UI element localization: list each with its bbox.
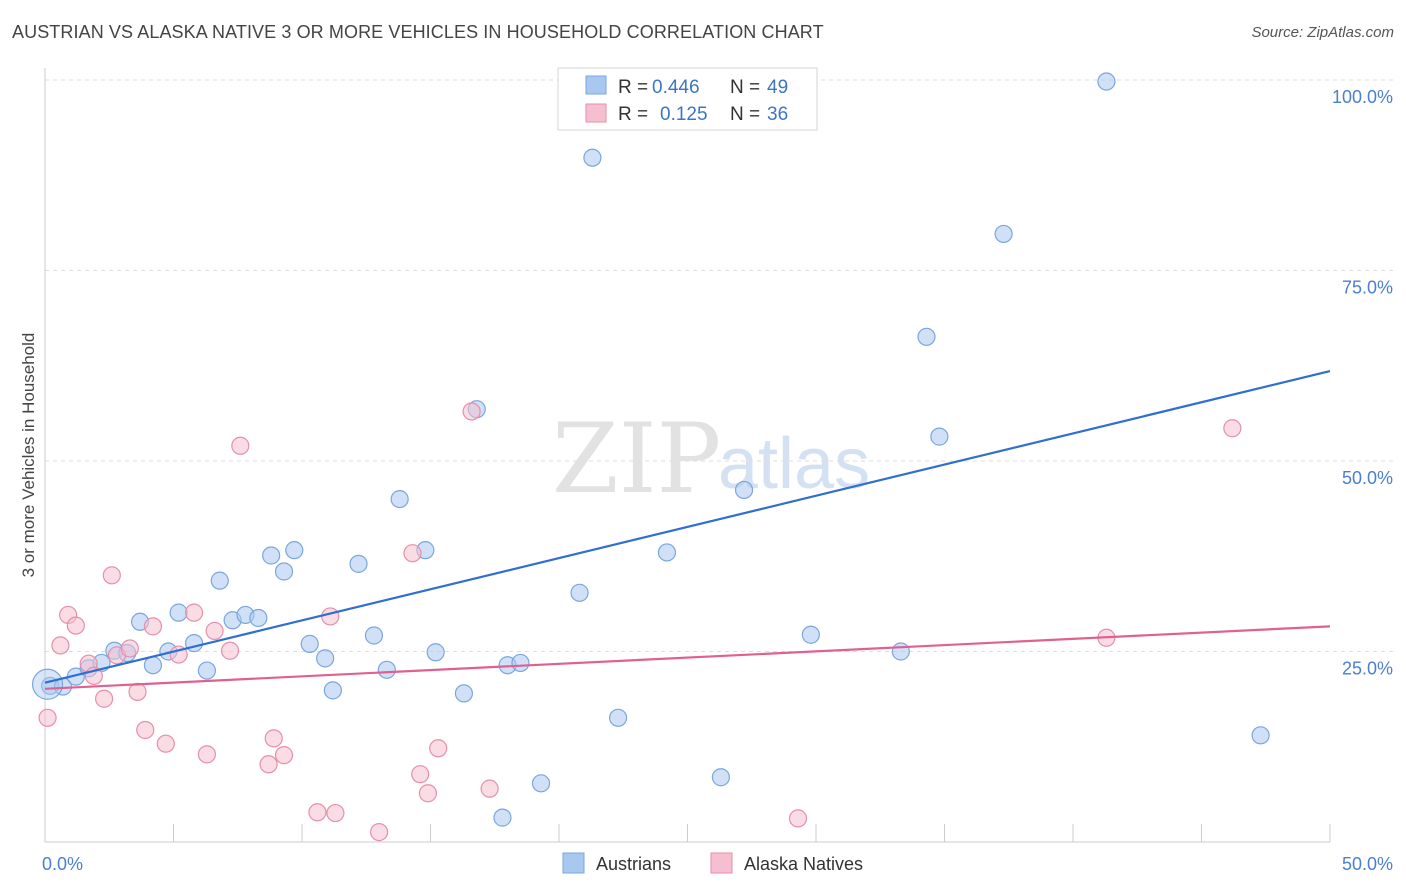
trend-line-alaska-natives	[44, 625, 1331, 690]
series-legend-label-alaska-natives[interactable]: Alaska Natives	[744, 854, 863, 874]
point-alaska-natives	[259, 755, 278, 774]
stats-legend: R = 0.446 N = 49 R = 0.125 N = 36	[557, 67, 818, 131]
point-austrians	[493, 808, 512, 827]
y-tick-label: 100.0%	[1332, 87, 1393, 107]
point-austrians	[801, 625, 820, 644]
point-austrians	[1097, 72, 1116, 91]
point-austrians	[657, 543, 677, 562]
point-austrians	[197, 661, 217, 680]
point-austrians	[734, 480, 754, 500]
point-alaska-natives	[1223, 419, 1242, 438]
legend-swatch-austrians	[585, 75, 607, 95]
point-alaska-natives	[66, 616, 85, 635]
point-alaska-natives	[462, 402, 481, 421]
x-axis-ticks	[44, 824, 1331, 842]
y-tick-label: 50.0%	[1342, 468, 1393, 488]
gridlines	[45, 79, 1393, 652]
series-legend-label-austrians[interactable]: Austrians	[596, 854, 671, 874]
point-austrians	[570, 583, 589, 602]
legend-r-value-austrians: 0.446	[652, 77, 700, 98]
watermark-zip: ZIP	[552, 403, 721, 515]
point-austrians	[300, 634, 319, 653]
point-austrians	[711, 768, 731, 787]
point-austrians	[210, 571, 229, 590]
point-alaska-natives	[128, 682, 147, 701]
point-austrians	[917, 327, 936, 346]
point-austrians	[994, 224, 1013, 244]
point-alaska-natives	[205, 621, 224, 641]
legend-r-value-alaska-natives: 0.125	[660, 104, 708, 125]
watermark: ZIP atlas	[552, 403, 870, 515]
point-austrians	[426, 643, 445, 662]
y-tick-label: 25.0%	[1342, 659, 1393, 679]
point-austrians-cluster	[31, 668, 64, 700]
y-tick-label: 75.0%	[1342, 278, 1393, 298]
point-austrians	[891, 642, 910, 661]
point-austrians	[249, 608, 268, 628]
point-austrians	[454, 684, 474, 703]
series-legend: Austrians Alaska Natives	[562, 852, 863, 874]
point-alaska-natives	[274, 746, 294, 765]
point-alaska-natives	[411, 765, 430, 784]
point-austrians	[930, 427, 949, 446]
point-austrians	[323, 681, 342, 700]
point-austrians	[364, 626, 384, 645]
point-alaska-natives	[308, 803, 327, 822]
point-austrians	[285, 541, 304, 560]
point-alaska-natives	[321, 607, 340, 626]
point-austrians	[511, 653, 530, 673]
legend-n-value-austrians: 49	[767, 77, 788, 98]
point-alaska-natives	[220, 641, 240, 660]
point-austrians	[390, 490, 409, 509]
point-alaska-natives	[136, 720, 155, 740]
point-alaska-natives	[264, 729, 283, 748]
point-alaska-natives	[51, 636, 70, 655]
x-tick-label-max: 50.0%	[1342, 854, 1393, 874]
point-austrians	[316, 649, 335, 668]
point-austrians	[377, 660, 396, 679]
point-alaska-natives	[143, 617, 163, 636]
point-alaska-natives	[156, 734, 175, 753]
legend-n-label-austrians: N =	[730, 77, 760, 98]
series-legend-swatch-austrians	[562, 852, 585, 874]
point-alaska-natives	[480, 779, 499, 798]
point-alaska-natives	[102, 566, 121, 585]
point-alaska-natives	[231, 436, 250, 455]
point-austrians	[1251, 726, 1270, 745]
point-alaska-natives	[120, 639, 139, 658]
point-alaska-natives	[38, 708, 57, 727]
legend-r-label-austrians: R =	[618, 77, 648, 98]
point-alaska-natives	[370, 822, 389, 842]
chart-title: AUSTRIAN VS ALASKA NATIVE 3 OR MORE VEHI…	[12, 22, 824, 42]
y-tick-labels: 25.0% 50.0% 75.0% 100.0%	[1332, 87, 1393, 679]
point-austrians	[262, 546, 281, 565]
y-axis-title: 3 or more Vehicles in Household	[19, 333, 38, 578]
data-points	[31, 72, 1270, 842]
point-alaska-natives	[326, 803, 345, 823]
point-austrians	[143, 656, 163, 675]
point-alaska-natives	[95, 689, 114, 708]
trend-line-austrians	[44, 370, 1331, 684]
legend-n-value-alaska-natives: 36	[767, 104, 788, 125]
point-alaska-natives	[197, 745, 217, 764]
legend-swatch-alaska-natives	[585, 103, 607, 123]
point-austrians	[609, 708, 628, 727]
point-alaska-natives	[418, 784, 438, 803]
point-austrians	[169, 603, 188, 622]
point-austrians	[531, 774, 551, 793]
legend-r-label-alaska-natives: R =	[618, 104, 648, 125]
point-alaska-natives	[184, 603, 204, 622]
point-alaska-natives	[403, 544, 422, 563]
series-legend-swatch-alaska-natives	[710, 852, 733, 874]
trend-lines	[44, 370, 1331, 690]
point-alaska-natives	[788, 809, 808, 828]
chart-source: Source: ZipAtlas.com	[1251, 24, 1394, 41]
point-austrians	[274, 562, 294, 581]
point-alaska-natives	[429, 739, 448, 758]
legend-n-label-alaska-natives: N =	[730, 104, 760, 125]
point-austrians	[583, 148, 602, 167]
x-tick-label-min: 0.0%	[42, 854, 83, 874]
point-austrians	[349, 554, 368, 573]
